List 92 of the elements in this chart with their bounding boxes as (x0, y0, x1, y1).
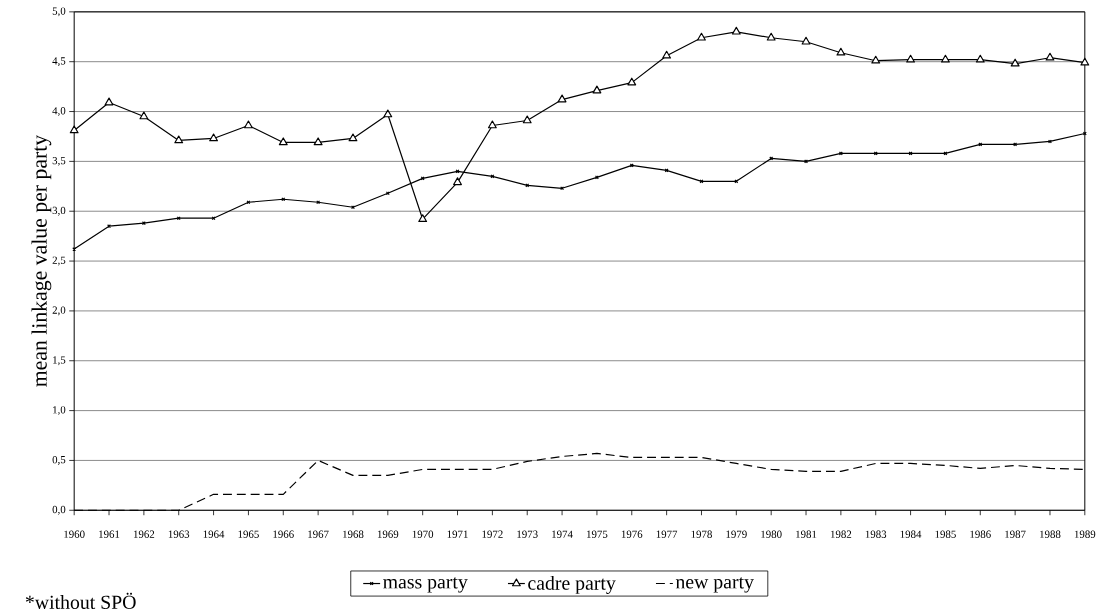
point (838, 151, 843, 156)
x-tick-label: 1975 (587, 530, 608, 538)
point (697, 32, 706, 41)
point (871, 55, 881, 64)
y-axis-title: mean linkage value per party (31, 134, 52, 387)
x-tick-label: 1978 (691, 530, 712, 538)
x-tick-label: 1971 (447, 530, 468, 538)
x-tick-label: 1962 (133, 530, 155, 538)
x-tick-label: 1973 (517, 530, 538, 538)
legend-label: new party (675, 577, 754, 593)
x-tick-label: 1961 (99, 530, 120, 538)
point (209, 133, 219, 142)
x-tick-label: 1977 (656, 530, 678, 538)
point (592, 85, 602, 94)
point (139, 111, 149, 120)
point (804, 159, 809, 164)
point (662, 50, 672, 59)
x-tick-label: 1989 (1074, 530, 1096, 538)
x-tick-label: 1986 (970, 530, 991, 538)
point (385, 191, 390, 196)
x-tick-label: 1967 (308, 530, 329, 538)
point (940, 54, 950, 63)
x-tick-label: 1963 (168, 530, 190, 538)
y-tick-label: 2,5 (52, 256, 66, 266)
point (731, 26, 741, 35)
y-tick-label: 4,0 (52, 107, 66, 116)
legend-label: cadre party (528, 575, 616, 594)
point (769, 156, 774, 161)
point (278, 137, 288, 146)
x-tick-label: 1964 (203, 530, 225, 538)
point (1047, 139, 1052, 144)
point (487, 120, 497, 129)
y-tick-label: 3,5 (52, 156, 66, 166)
x-tick-label: 1981 (796, 530, 817, 538)
point (560, 186, 565, 191)
point (873, 151, 878, 156)
x-tick-label: 1969 (377, 530, 399, 538)
point (104, 97, 114, 106)
point (975, 54, 985, 63)
point (801, 36, 811, 45)
point (69, 125, 79, 134)
y-tick-label: 0,0 (52, 505, 66, 515)
x-tick-label: 1983 (865, 530, 887, 538)
x-tick-label: 1980 (761, 530, 782, 538)
point (316, 200, 321, 205)
x-tick-label: 1979 (726, 530, 747, 538)
x-tick-label: 1972 (482, 530, 503, 538)
x-tick-label: 1976 (621, 530, 643, 538)
x-tick-label: 1965 (238, 530, 259, 538)
point (1013, 142, 1018, 147)
y-tick-label: 2,0 (52, 306, 66, 316)
x-tick-label: 1985 (935, 530, 956, 538)
point (174, 135, 184, 144)
point (1045, 52, 1055, 61)
point (766, 32, 776, 41)
point (557, 94, 567, 103)
x-tick-label: 1982 (830, 530, 852, 538)
y-tick-label: 1,0 (53, 406, 66, 415)
point (246, 200, 251, 205)
x-tick-label: 1960 (64, 530, 85, 538)
point (522, 115, 532, 124)
point (594, 175, 599, 180)
point (350, 205, 355, 210)
point (418, 214, 428, 222)
x-tick-label: 1987 (1005, 530, 1026, 538)
y-tick-label: 5,0 (52, 7, 66, 17)
x-tick-label: 1970 (412, 530, 434, 538)
y-tick-label: 4,5 (52, 57, 66, 67)
point (1080, 57, 1090, 66)
point (348, 133, 358, 142)
point (383, 109, 393, 118)
x-tick-label: 1974 (552, 530, 573, 538)
y-tick-label: 3,0 (52, 206, 66, 216)
point (978, 142, 983, 147)
y-tick-label: 1,5 (53, 356, 66, 366)
point (313, 137, 323, 146)
point (629, 163, 634, 168)
point (699, 179, 704, 184)
point (627, 77, 637, 86)
y-tick-label: 0,5 (52, 455, 66, 465)
point (836, 47, 846, 56)
point (243, 120, 253, 129)
x-tick-label: 1984 (900, 530, 922, 538)
text: *without SPÖ (25, 592, 136, 609)
x-tick-label: 1968 (343, 530, 364, 538)
x-tick-label: 1966 (273, 530, 294, 538)
point (453, 177, 462, 186)
x-tick-label: 1988 (1040, 530, 1061, 538)
point (1010, 58, 1020, 67)
legend-label: mass party (383, 577, 468, 593)
point (906, 54, 916, 63)
point (211, 216, 216, 221)
